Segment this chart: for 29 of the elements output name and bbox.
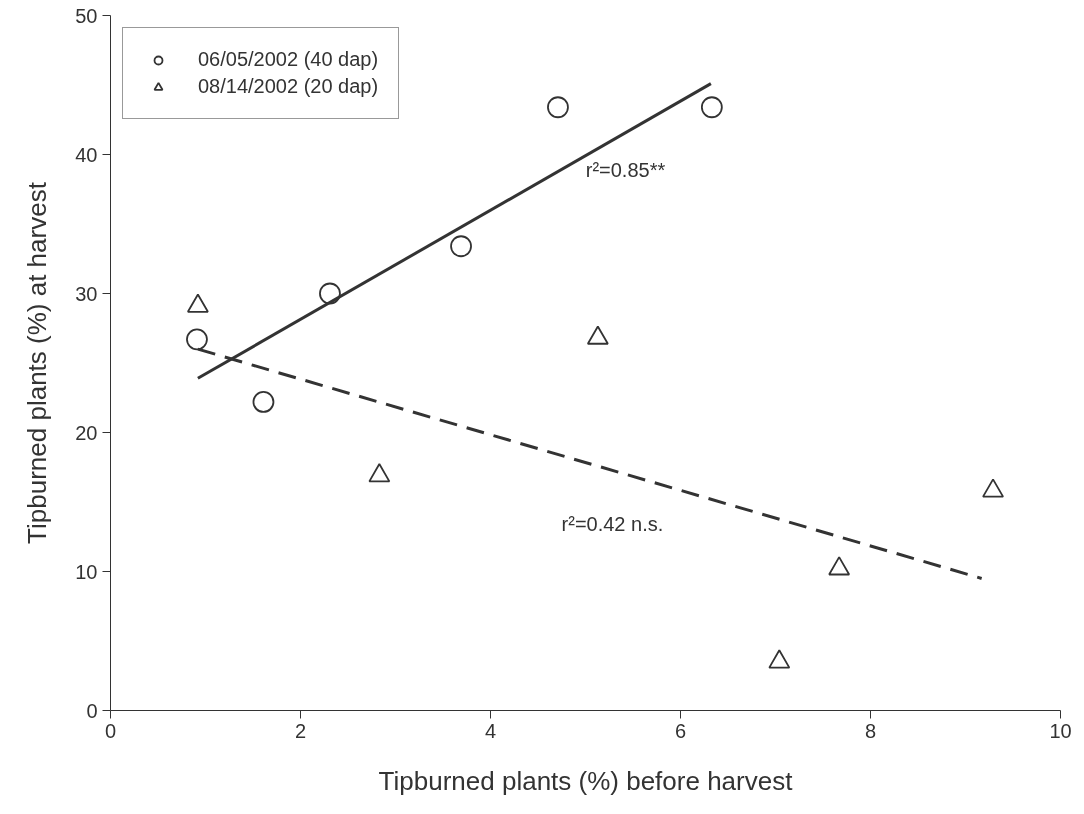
x-tick-label: 0 (104, 719, 117, 742)
y-tick-label: 20 (75, 421, 98, 444)
x-tick-label: 2 (294, 719, 307, 742)
y-tick-label: 40 (75, 143, 98, 166)
y-tick-label: 50 (75, 4, 98, 27)
x-axis-title: Tipburned plants (%) before harvest (378, 765, 794, 796)
point (368, 463, 391, 483)
y-tick-label: 10 (75, 560, 98, 583)
x-tick-label: 4 (484, 719, 497, 742)
point (768, 649, 791, 669)
legend-label: 06/05/2002 (40 dap) (198, 48, 379, 71)
point (547, 96, 569, 119)
y-tick-label: 30 (75, 282, 98, 305)
point (252, 391, 275, 413)
point (319, 282, 341, 305)
y-tick-label: 0 (86, 699, 98, 722)
point (586, 325, 609, 345)
x-tick-label: 6 (674, 719, 687, 742)
annotation: r²=0.42 n.s. (561, 512, 664, 535)
point (828, 556, 851, 576)
x-tick-label: 10 (1049, 719, 1072, 742)
point (700, 96, 723, 119)
point (982, 478, 1004, 498)
annotation: r²=0.85** (585, 158, 666, 181)
point (450, 235, 472, 258)
y-axis-title: Tipburned plants (%) at harvest (22, 181, 53, 544)
point (186, 328, 208, 351)
legend-label: 08/14/2002 (20 dap) (198, 75, 379, 98)
x-tick-label: 8 (864, 719, 877, 742)
